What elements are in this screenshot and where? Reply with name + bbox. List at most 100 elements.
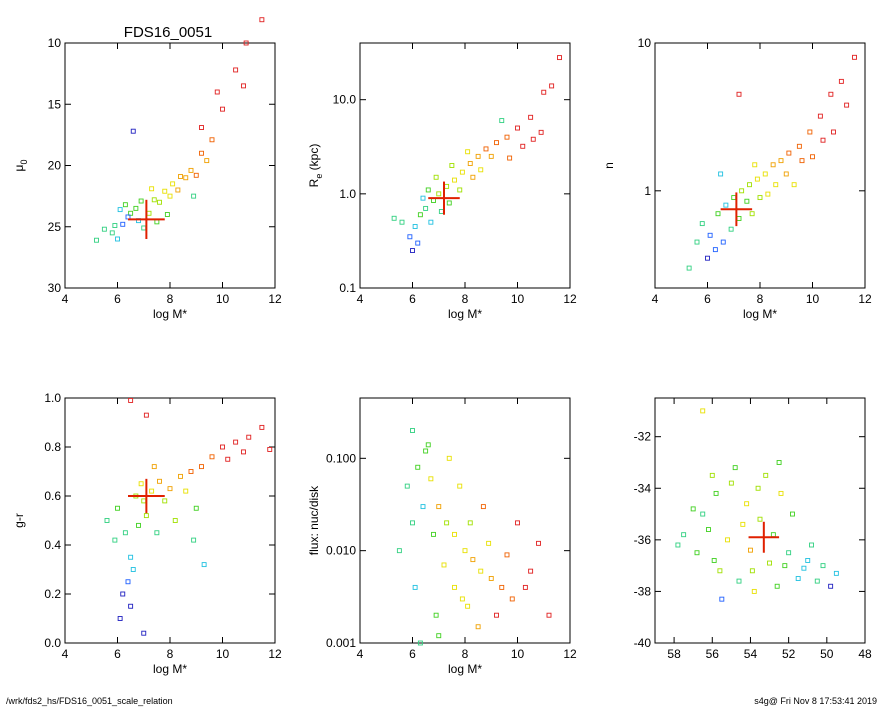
data-point-mu0-35 bbox=[117, 207, 123, 213]
data-point-flux-14 bbox=[522, 584, 528, 590]
data-point-n-19 bbox=[712, 247, 718, 253]
data-point-mu0-36 bbox=[112, 223, 118, 228]
data-point-re-18 bbox=[410, 248, 415, 253]
data-point-n-4 bbox=[731, 195, 737, 201]
y-tick-label-flux-1: 0.010 bbox=[326, 544, 356, 558]
data-point-mu0-5 bbox=[122, 202, 128, 208]
data-point-pos-15 bbox=[828, 583, 834, 589]
data-point-gr-6 bbox=[120, 591, 126, 597]
data-point-gr-31 bbox=[138, 481, 144, 487]
data-point-re-20 bbox=[399, 219, 405, 225]
data-point-gr-34 bbox=[112, 537, 118, 543]
data-point-mu0-14 bbox=[233, 67, 239, 73]
figure-title: FDS16_0051 bbox=[124, 24, 212, 41]
x-tick-label-flux-2: 8 bbox=[462, 647, 469, 661]
data-point-re-33 bbox=[391, 215, 397, 221]
y-tick-label-pos-0: -32 bbox=[634, 430, 652, 444]
data-point-pos-37 bbox=[820, 563, 826, 569]
data-point-gr-7 bbox=[128, 603, 134, 609]
data-point-flux-23 bbox=[412, 584, 418, 590]
y-axis-label-n: n bbox=[602, 162, 616, 169]
data-point-pos-34 bbox=[700, 408, 706, 414]
data-point-pos-36 bbox=[675, 542, 681, 548]
data-point-gr-14 bbox=[199, 464, 204, 470]
data-point-mu0-27 bbox=[94, 237, 99, 243]
y-tick-label-mu0-1: 15 bbox=[48, 97, 62, 111]
data-point-flux-39 bbox=[410, 520, 415, 526]
data-point-n-26 bbox=[783, 171, 789, 177]
x-tick-label-pos-5: 48 bbox=[858, 647, 872, 661]
data-point-gr-24 bbox=[191, 537, 197, 543]
x-tick-label-gr-0: 4 bbox=[62, 647, 69, 661]
data-point-flux-3 bbox=[423, 448, 429, 454]
data-point-flux-5 bbox=[436, 504, 442, 510]
x-tick-label-mu0-1: 6 bbox=[114, 292, 121, 306]
y-tick-label-mu0-0: 10 bbox=[48, 36, 62, 50]
x-tick-label-gr-2: 8 bbox=[167, 647, 174, 661]
data-point-pos-20 bbox=[763, 472, 769, 478]
data-point-pos-22 bbox=[790, 511, 795, 517]
data-point-mu0-10 bbox=[188, 167, 194, 173]
data-point-gr-11 bbox=[167, 486, 173, 492]
x-tick-label-flux-3: 10 bbox=[511, 647, 525, 661]
data-point-pos-39 bbox=[711, 558, 717, 563]
axes-frame-gr bbox=[64, 397, 276, 644]
data-point-flux-24 bbox=[433, 612, 439, 618]
data-point-n-14 bbox=[817, 113, 823, 119]
data-point-pos-21 bbox=[778, 490, 784, 496]
data-point-re-19 bbox=[415, 240, 421, 246]
data-point-pos-26 bbox=[767, 560, 772, 566]
data-point-re-25 bbox=[478, 167, 484, 173]
data-point-mu0-29 bbox=[191, 193, 197, 199]
data-point-re-30 bbox=[499, 118, 505, 124]
data-point-mu0-21 bbox=[157, 199, 162, 205]
x-tick-label-pos-1: 56 bbox=[706, 647, 720, 661]
data-point-pos-5 bbox=[770, 532, 776, 538]
data-point-n-13 bbox=[807, 129, 813, 135]
x-tick-label-mu0-3: 10 bbox=[216, 292, 230, 306]
data-point-gr-21 bbox=[143, 513, 149, 519]
data-point-re-35 bbox=[449, 163, 455, 168]
x-tick-label-mu0-4: 12 bbox=[268, 292, 282, 306]
data-point-mu0-1 bbox=[120, 221, 126, 227]
data-point-n-20 bbox=[686, 265, 692, 271]
data-point-flux-25 bbox=[457, 483, 463, 489]
data-point-n-32 bbox=[736, 91, 742, 97]
data-point-mu0-8 bbox=[170, 181, 176, 187]
data-point-gr-17 bbox=[233, 439, 239, 445]
data-point-gr-27 bbox=[141, 630, 147, 636]
data-point-flux-0 bbox=[404, 483, 410, 489]
data-point-pos-25 bbox=[748, 547, 753, 553]
data-point-re-0 bbox=[407, 234, 413, 240]
data-point-re-21 bbox=[425, 187, 431, 193]
data-point-gr-26 bbox=[117, 616, 123, 621]
data-point-re-7 bbox=[452, 177, 457, 183]
data-point-pos-10 bbox=[736, 578, 742, 584]
y-axis-label-mu0: μ0 bbox=[12, 160, 29, 172]
x-tick-label-n-4: 12 bbox=[858, 292, 872, 306]
data-point-gr-9 bbox=[149, 488, 155, 494]
y-tick-label-gr-2: 0.4 bbox=[44, 538, 61, 552]
data-point-gr-22 bbox=[154, 530, 160, 536]
data-point-mu0-20 bbox=[146, 210, 152, 216]
footer-right-text: s4g@ Fri Nov 8 17:53:41 2019 bbox=[754, 696, 877, 706]
data-point-flux-22 bbox=[475, 624, 481, 630]
y-tick-label-pos-1: -34 bbox=[634, 481, 652, 495]
y-tick-label-mu0-4: 30 bbox=[48, 281, 62, 295]
data-point-gr-30 bbox=[225, 456, 231, 462]
y-tick-label-re-0: 0.1 bbox=[339, 281, 356, 295]
data-point-pos-1 bbox=[713, 490, 719, 496]
data-point-pos-9 bbox=[717, 568, 723, 574]
x-tick-label-re-3: 10 bbox=[511, 292, 525, 306]
data-point-mu0-2 bbox=[128, 210, 134, 216]
data-point-flux-7 bbox=[452, 531, 457, 537]
data-point-mu0-23 bbox=[183, 175, 189, 181]
data-point-n-34 bbox=[749, 211, 755, 217]
y-tick-label-n-1: 10 bbox=[638, 36, 652, 50]
panel-gr: 4 6 8 10 12 0.0 0.2 0.4 0.6 0.8 1.0 log M* g-r bbox=[12, 391, 282, 676]
data-point-mu0-22 bbox=[167, 193, 173, 199]
data-point-mu0-32 bbox=[214, 89, 220, 95]
data-point-gr-28 bbox=[128, 398, 134, 403]
data-point-gr-0 bbox=[104, 518, 110, 523]
data-point-flux-27 bbox=[515, 520, 520, 526]
